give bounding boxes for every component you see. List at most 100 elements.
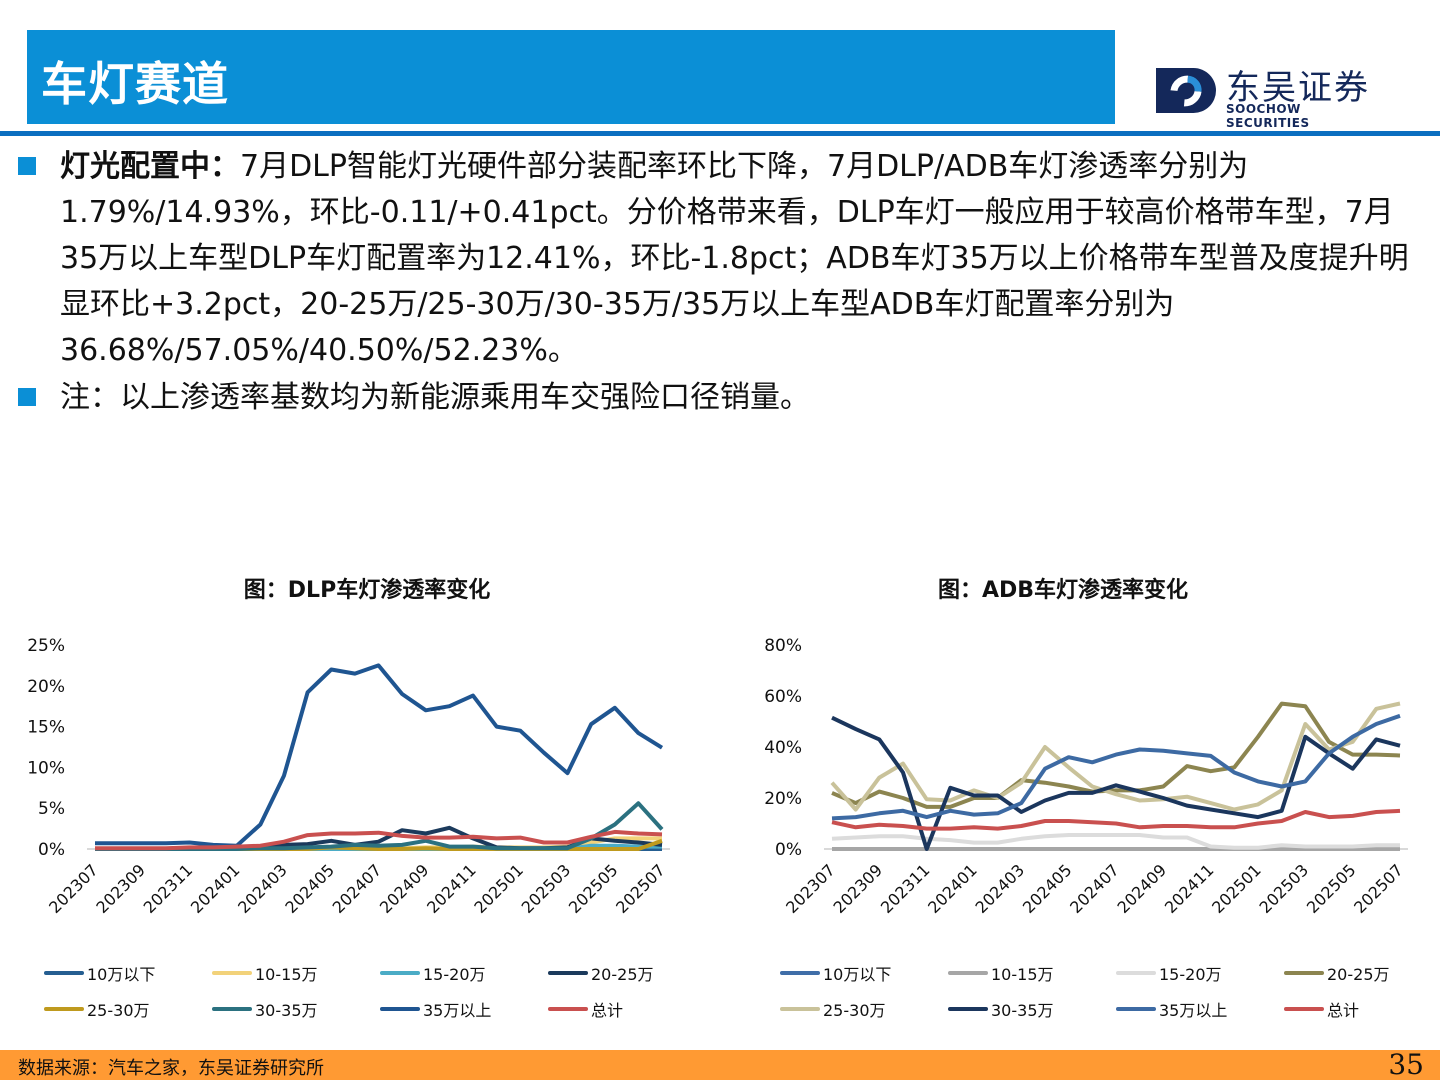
bullet-paragraph-2: 注：以上渗透率基数均为新能源乘用车交强险口径销量。 [60, 380, 810, 415]
adb-x-tick-label: 202503 [1256, 860, 1313, 917]
dlp-series-line-6 [95, 663, 664, 848]
adb-series-line-3 [831, 701, 1401, 809]
dlp-y-tick-label: 25% [27, 636, 65, 656]
adb-x-tick-label: 202401 [924, 860, 981, 917]
dlp-legend-item: 25-30万 [44, 997, 150, 1021]
dlp-y-tick-label: 10% [27, 758, 65, 778]
adb-legend-item: 20-25万 [1284, 961, 1390, 985]
legend-label: 15-20万 [423, 965, 486, 984]
legend-label: 10万以下 [87, 965, 156, 984]
legend-label: 35万以上 [423, 1001, 492, 1020]
adb-x-tick-label: 202403 [972, 860, 1029, 917]
footer-bar: 数据来源：汽车之家，东吴证券研究所 35 [0, 1048, 1440, 1081]
adb-y-tick-label: 60% [764, 687, 802, 707]
adb-series-line-2 [831, 833, 1400, 850]
dlp-x-tick-label: 202407 [329, 860, 386, 917]
dlp-x-tick-label: 202403 [234, 860, 291, 917]
dlp-x-tick-label: 202507 [612, 860, 669, 917]
bullet-1-text: 7月DLP智能灯光硬件部分装配率环比下降，7月DLP/ADB车灯渗透率分别为1.… [60, 149, 1409, 368]
bullet-1-bold: 灯光配置中： [60, 149, 240, 184]
adb-legend-item: 15-20万 [1116, 961, 1222, 985]
dlp-y-tick-label: 20% [27, 677, 65, 697]
dlp-y-tick-label: 0% [38, 840, 65, 860]
header-divider [0, 131, 1440, 136]
legend-label: 10-15万 [991, 965, 1054, 984]
adb-y-tick-label: 0% [775, 840, 802, 860]
dlp-x-tick-label: 202309 [92, 860, 149, 917]
dlp-chart-title: 图：DLP车灯渗透率变化 [243, 578, 491, 603]
dlp-legend-item: 30-35万 [212, 997, 318, 1021]
logo-mark-icon [1156, 68, 1216, 113]
legend-label: 35万以上 [1159, 1001, 1228, 1020]
legend-swatch-icon [380, 1007, 420, 1011]
adb-y-tick-label: 40% [764, 738, 802, 758]
bullet-square-icon [18, 157, 36, 175]
page-number: 35 [1388, 1048, 1424, 1081]
soochow-logo: 东吴证券 SOOCHOW SECURITIES [1156, 66, 1386, 130]
adb-x-tick-label: 202307 [782, 860, 839, 917]
dlp-x-tick-label: 202505 [565, 860, 622, 917]
dlp-legend-item: 15-20万 [380, 961, 486, 985]
adb-legend-item: 25-30万 [780, 997, 886, 1021]
adb-y-tick-label: 80% [764, 636, 802, 656]
legend-label: 25-30万 [823, 1001, 886, 1020]
dlp-x-tick-label: 202311 [140, 860, 197, 917]
adb-x-tick-label: 202407 [1066, 860, 1123, 917]
legend-swatch-icon [1116, 971, 1156, 975]
adb-series-line-6 [831, 713, 1401, 821]
legend-label: 10万以下 [823, 965, 892, 984]
legend-swatch-icon [548, 1007, 588, 1011]
adb-x-tick-label: 202405 [1019, 860, 1076, 917]
adb-series-line-7 [831, 808, 1401, 831]
adb-legend-item: 10万以下 [780, 961, 891, 985]
adb-x-tick-label: 202309 [830, 860, 887, 917]
adb-x-tick-label: 202501 [1208, 860, 1265, 917]
legend-swatch-icon [948, 1007, 988, 1011]
legend-label: 25-30万 [87, 1001, 150, 1020]
logo-cn: 东吴证券 [1226, 68, 1370, 108]
legend-swatch-icon [780, 971, 820, 975]
dlp-legend-item: 10-15万 [212, 961, 318, 985]
legend-swatch-icon [1116, 1007, 1156, 1011]
legend-label: 总计 [1327, 1001, 1360, 1020]
legend-swatch-icon [548, 971, 588, 975]
adb-series-line-5 [831, 715, 1401, 851]
dlp-legend-item: 20-25万 [548, 961, 654, 985]
logo-en: SOOCHOW SECURITIES [1226, 102, 1310, 130]
legend-label: 15-20万 [1159, 965, 1222, 984]
adb-legend-item: 35万以上 [1116, 997, 1227, 1021]
dlp-x-tick-label: 202401 [187, 860, 244, 917]
dlp-y-tick-label: 15% [27, 718, 65, 738]
adb-legend-item: 总计 [1284, 997, 1359, 1021]
legend-swatch-icon [948, 971, 988, 975]
dlp-x-tick-label: 202405 [281, 860, 338, 917]
adb-x-tick-label: 202411 [1161, 860, 1218, 917]
legend-swatch-icon [212, 1007, 252, 1011]
legend-swatch-icon [44, 971, 84, 975]
legend-swatch-icon [1284, 971, 1324, 975]
adb-legend-item: 30-35万 [948, 997, 1054, 1021]
adb-series-line-4 [830, 701, 1401, 812]
bullet-paragraph-1: 灯光配置中：7月DLP智能灯光硬件部分装配率环比下降，7月DLP/ADB车灯渗透… [60, 144, 1410, 374]
adb-chart-title: 图：ADB车灯渗透率变化 [937, 578, 1189, 603]
adb-x-tick-label: 202505 [1303, 860, 1360, 917]
legend-label: 30-35万 [991, 1001, 1054, 1020]
legend-swatch-icon [44, 1007, 84, 1011]
dlp-y-tick-label: 5% [38, 799, 65, 819]
header-bar: 车灯赛道 [27, 30, 1115, 124]
data-source: 数据来源：汽车之家，东吴证券研究所 [18, 1058, 324, 1079]
legend-label: 20-25万 [591, 965, 654, 984]
legend-label: 总计 [591, 1001, 624, 1020]
dlp-series-line-7 [95, 829, 663, 851]
adb-x-tick-label: 202311 [877, 860, 934, 917]
dlp-legend-item: 35万以上 [380, 997, 491, 1021]
legend-label: 30-35万 [255, 1001, 318, 1020]
dlp-legend-item: 10万以下 [44, 961, 155, 985]
adb-legend-item: 10-15万 [948, 961, 1054, 985]
dlp-x-tick-label: 202411 [423, 860, 480, 917]
bullet-square-icon [18, 388, 36, 406]
dlp-x-tick-label: 202503 [518, 860, 575, 917]
legend-swatch-icon [380, 971, 420, 975]
dlp-x-tick-label: 202501 [470, 860, 527, 917]
